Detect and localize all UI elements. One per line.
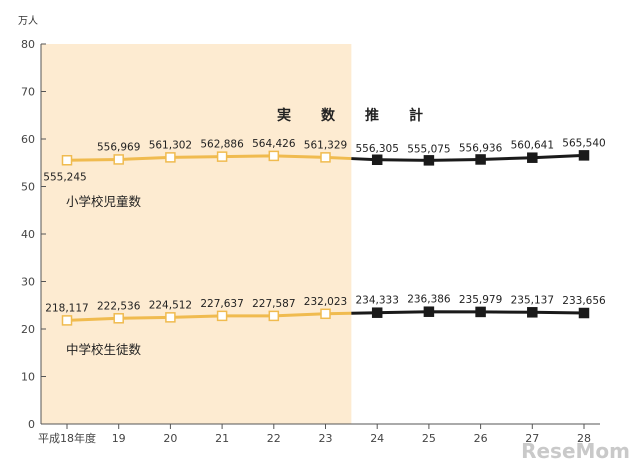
data-label: 218,117 xyxy=(45,302,88,314)
data-label: 222,536 xyxy=(97,300,141,312)
y-tick-label: 10 xyxy=(21,371,35,384)
projected-line-1 xyxy=(351,310,585,315)
data-point xyxy=(268,150,280,162)
data-label: 565,540 xyxy=(562,137,605,149)
y-tick-label: 0 xyxy=(28,418,35,431)
y-tick-label: 50 xyxy=(21,181,35,194)
data-label: 224,512 xyxy=(149,299,192,311)
x-tick-label: 20 xyxy=(163,432,177,445)
data-point xyxy=(371,307,383,318)
data-label: 562,886 xyxy=(200,139,244,151)
y-axis-unit: 万人 xyxy=(18,15,38,27)
x-tick-label: 25 xyxy=(422,432,436,445)
actual-period-shade xyxy=(41,44,352,424)
data-label: 235,979 xyxy=(459,294,502,306)
y-tick-label: 30 xyxy=(21,276,35,289)
data-point xyxy=(320,308,331,320)
data-point xyxy=(165,152,176,163)
data-label: 235,137 xyxy=(511,294,554,306)
x-tick-label: 平成18年度 xyxy=(38,431,96,445)
watermark-logo: ReseMom xyxy=(521,439,630,463)
data-label: 234,333 xyxy=(355,295,398,307)
data-point xyxy=(61,315,73,326)
data-point xyxy=(113,154,124,165)
data-label: 556,305 xyxy=(355,143,398,155)
y-tick-label: 80 xyxy=(21,38,35,51)
data-point xyxy=(475,306,486,318)
series-group: 555,245 556,969 561,302 562,886 564,426 561,3… xyxy=(43,137,606,326)
projected-banner: 推 計 xyxy=(365,107,431,124)
data-label: 227,637 xyxy=(200,298,243,310)
data-label: 560,641 xyxy=(511,140,554,152)
projected-line-0 xyxy=(351,153,585,162)
data-label: 556,969 xyxy=(97,141,140,153)
axes xyxy=(40,43,600,429)
data-label: 236,386 xyxy=(407,294,451,306)
data-point xyxy=(578,150,590,161)
data-point xyxy=(216,151,228,162)
data-point xyxy=(578,307,590,319)
data-label: 556,936 xyxy=(459,142,503,154)
data-label: 233,656 xyxy=(562,295,606,307)
series-label-junior-high: 中学校生徒数 xyxy=(66,342,142,357)
data-point xyxy=(423,306,435,317)
data-point xyxy=(61,155,73,166)
y-tick-labels: 0 10 20 30 40 50 60 70 80 xyxy=(21,38,35,431)
data-label: 227,587 xyxy=(252,298,295,310)
data-label: 564,426 xyxy=(252,138,296,150)
data-point xyxy=(320,152,331,163)
data-point xyxy=(268,310,280,322)
data-point xyxy=(113,313,124,324)
data-point xyxy=(165,312,176,323)
series-label-elementary: 小学校児童数 xyxy=(66,194,142,209)
x-tick-label: 27 xyxy=(525,432,539,445)
x-tick-label: 23 xyxy=(319,432,333,445)
x-tick-label: 19 xyxy=(112,432,126,445)
data-point xyxy=(527,152,538,163)
x-tick-labels: 平成18年度 19 20 21 22 23 24 25 26 27 28 xyxy=(38,431,591,445)
data-point xyxy=(475,154,486,165)
y-tick-label: 40 xyxy=(21,228,35,241)
data-label: 555,075 xyxy=(407,143,450,155)
data-label: 561,329 xyxy=(304,139,347,151)
x-tick-label: 28 xyxy=(577,432,591,445)
y-tick-label: 60 xyxy=(21,133,35,146)
data-point xyxy=(371,154,383,166)
x-tick-label: 21 xyxy=(215,432,229,445)
x-tick-label: 26 xyxy=(474,432,488,445)
data-label: 232,023 xyxy=(304,296,347,308)
x-tick-label: 24 xyxy=(370,432,384,445)
y-tick-label: 70 xyxy=(21,86,35,99)
actual-banner: 実 数 xyxy=(277,107,343,124)
data-point xyxy=(527,307,538,318)
y-tick-label: 20 xyxy=(21,323,35,336)
data-label: 555,245 xyxy=(43,171,86,183)
data-label: 561,302 xyxy=(149,139,192,151)
data-point xyxy=(216,310,228,322)
data-point xyxy=(423,155,435,166)
x-tick-label: 22 xyxy=(267,432,281,445)
